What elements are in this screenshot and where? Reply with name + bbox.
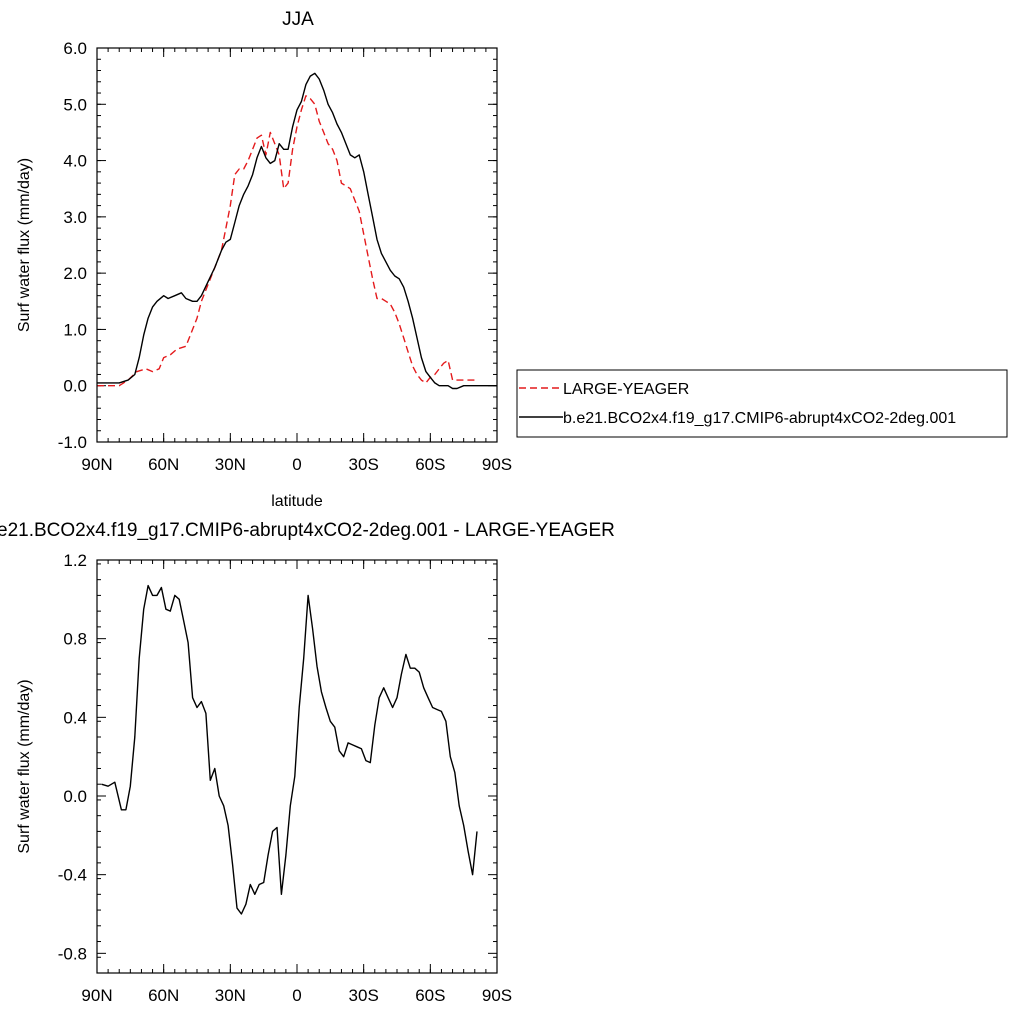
plot1-x-tick-label: 30S — [349, 455, 379, 474]
plot2-x-tick-label: 90S — [482, 986, 512, 1005]
plot2-y-tick-label: 0.8 — [63, 630, 87, 649]
plot2-x-tick-label: 30N — [215, 986, 246, 1005]
plot1-y-tick-label: 0.0 — [63, 377, 87, 396]
plot1-y-tick-label: 4.0 — [63, 152, 87, 171]
plot2-x-tick-label: 30S — [349, 986, 379, 1005]
plot1-series-line-1 — [97, 95, 475, 387]
plot1-x-tick-label: 0 — [292, 455, 301, 474]
plot2-y-axis-label: Surf water flux (mm/day) — [16, 679, 33, 853]
plot1: 90N 60N 30N 0 30S 60S 90S -1.0 0.0 1.0 2.0 3.0 4.0 5.… — [16, 39, 512, 510]
legend-label-1: LARGE-YEAGER — [563, 381, 689, 398]
plot2-y-tick-label: 1.2 — [63, 551, 87, 570]
plot1-y-tick-label: -1.0 — [58, 433, 87, 452]
plot2-title: b.e21.BCO2x4.f19_g17.CMIP6-abrupt4xCO2-2… — [0, 520, 615, 541]
plot1-x-tick-label: 90N — [81, 455, 112, 474]
plot1-y-tick-label: 6.0 — [63, 39, 87, 58]
plot1-x-axis-label: latitude — [271, 493, 323, 510]
plot2-frame — [96, 559, 498, 974]
legend-box — [516, 369, 1008, 438]
plot1-frame — [96, 47, 498, 443]
plot1-y-tick-label: 3.0 — [63, 208, 87, 227]
plot2-y-tick-label: -0.8 — [58, 944, 87, 963]
legend-label-2: b.e21.BCO2x4.f19_g17.CMIP6-abrupt4xCO2-2… — [563, 410, 956, 427]
plot1-x-tick-label: 30N — [215, 455, 246, 474]
plot1-series-line-2 — [97, 72, 497, 390]
plot2: 90N60N30N030S60S90S-0.8-0.40.00.40.81.2l… — [16, 551, 512, 1005]
plot2-x-tick-label: 0 — [292, 986, 301, 1005]
plot1-y-tick-label: 1.0 — [63, 320, 87, 339]
plot2-y-tick-label: 0.4 — [63, 708, 87, 727]
legend: LARGE-YEAGER b.e21.BCO2x4.f19_g17.CMIP6-a… — [516, 369, 1008, 438]
plot1-x-tick-label: 90S — [482, 455, 512, 474]
plot1-title: JJA — [282, 9, 314, 30]
plot1-x-tick-label: 60N — [148, 455, 179, 474]
plot2-x-tick-label: 60N — [148, 986, 179, 1005]
plot1-x-tick-label: 60S — [415, 455, 445, 474]
plot2-x-tick-label: 60S — [415, 986, 445, 1005]
plot1-y-tick-label: 2.0 — [63, 264, 87, 283]
plot1-y-axis-label: Surf water flux (mm/day) — [16, 158, 33, 332]
plot2-x-tick-label: 90N — [81, 986, 112, 1005]
plot1-y-tick-label: 5.0 — [63, 95, 87, 114]
plot2-series-line-1 — [101, 584, 478, 915]
plot2-y-tick-label: 0.0 — [63, 787, 87, 806]
plot2-y-tick-label: -0.4 — [58, 866, 87, 885]
